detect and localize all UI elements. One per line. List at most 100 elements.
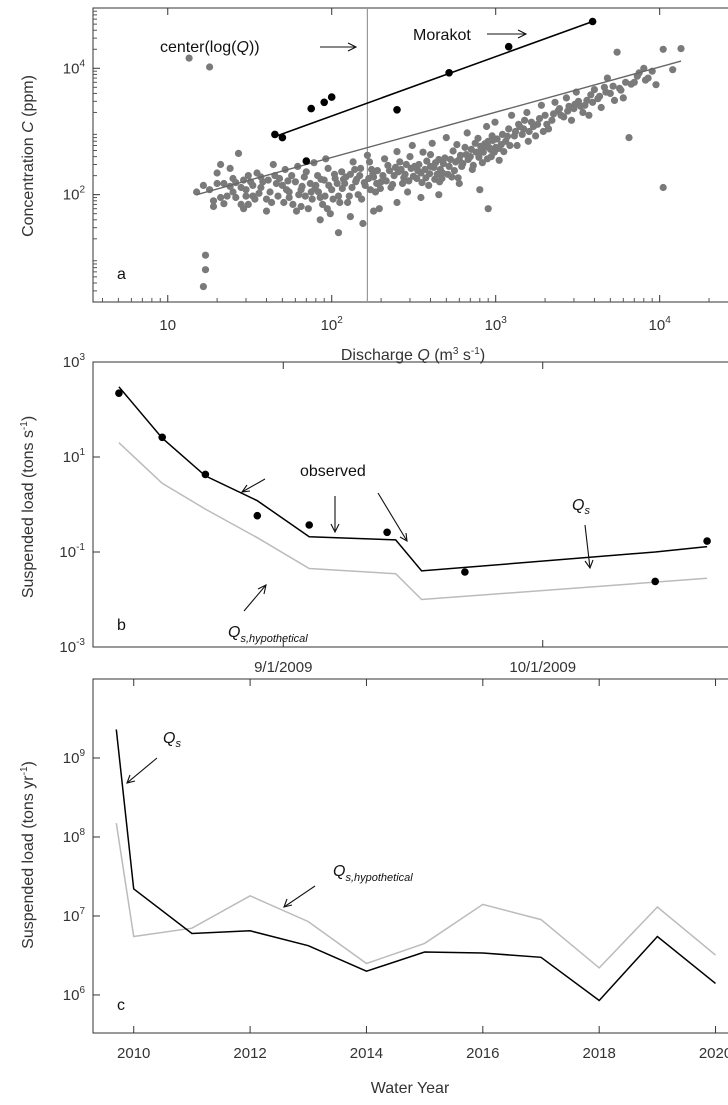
observed-arrows [240, 478, 408, 543]
panel-a-xtick-label: 102 [321, 315, 344, 334]
highlight-point [327, 93, 336, 101]
highlight-point [320, 98, 329, 107]
scatter-point [464, 155, 472, 164]
scatter-point [579, 108, 587, 117]
panel-b: 9/1/2009 10/1/2009 10-3 10-1 101 103 observe… [19, 352, 728, 676]
scatter-point [220, 179, 228, 188]
scatter-point [442, 134, 450, 142]
scatter-point [345, 192, 353, 200]
scatter-point [641, 76, 650, 84]
scatter-point [452, 158, 460, 166]
panel-a-minor-ticks [93, 10, 710, 302]
panel-c: 2010 2012 2014 2016 2018 2020 106 107 108 109 Qs… [19, 678, 728, 1097]
panel-c-ytick-label: 109 [63, 748, 86, 767]
scatter-point [369, 170, 377, 178]
panel-a-xlabel: Discharge Q (m3 s-1) [341, 346, 485, 364]
center-arrow [320, 42, 358, 52]
scatter-point [358, 195, 366, 203]
panel-a: 10 102 103 104 102 104 center(log(Q)) Morako… [20, 7, 728, 364]
scatter-point [539, 127, 547, 136]
scatter-point [301, 192, 309, 200]
observed-point [253, 511, 262, 520]
scatter-point [426, 170, 434, 178]
panel-a-fit-lines [196, 20, 682, 196]
scatter-point [226, 164, 234, 172]
scatter-point [407, 164, 415, 172]
scatter-point [463, 129, 471, 137]
scatter-point [249, 192, 257, 200]
scatter-point [491, 118, 499, 126]
scatter-point [610, 96, 619, 104]
scatter-point [376, 184, 384, 193]
scatter-point [297, 202, 305, 211]
scatter-point [385, 167, 394, 175]
highlight-point [302, 157, 311, 165]
scatter-point [257, 183, 265, 192]
scatter-point [304, 205, 312, 213]
scatter-point [360, 179, 368, 187]
qs-arrow-b [584, 524, 594, 570]
scatter-point [266, 188, 274, 196]
panel-c-lines [115, 729, 716, 1002]
panel-b-ytick-label: 10-1 [59, 542, 85, 561]
scatter-point [652, 81, 660, 89]
panel-c-ytick-label: 107 [63, 906, 86, 925]
scatter-point [549, 110, 558, 118]
scatter-point [541, 111, 549, 119]
scatter-point [409, 172, 417, 180]
scatter-point [543, 120, 551, 128]
scatter-point [669, 66, 677, 74]
scatter-point [500, 148, 508, 156]
panel-c-xtick-label: 2020 [699, 1045, 728, 1062]
panel-b-series-line [118, 386, 708, 572]
scatter-point [590, 86, 599, 94]
scatter-point [288, 172, 296, 180]
scatter-point [268, 198, 276, 207]
scatter-point [567, 116, 576, 124]
scatter-point [562, 94, 571, 102]
scatter-point [199, 283, 207, 291]
scatter-point [321, 192, 329, 200]
scatter-point [264, 176, 272, 184]
scatter-point [469, 161, 477, 169]
scatter-point [206, 63, 214, 71]
observed-point [115, 389, 123, 398]
scatter-point [475, 153, 483, 161]
scatter-point [483, 155, 491, 163]
scatter-point [506, 141, 514, 150]
panel-a-xtick-label: 10 [159, 317, 176, 334]
scatter-point [262, 207, 271, 215]
qs-label-b: Qs [572, 497, 590, 517]
scatter-point [373, 179, 381, 188]
scatter-point [402, 160, 410, 169]
scatter-point [432, 159, 440, 167]
scatter-point [589, 98, 597, 106]
fit-line [274, 20, 593, 138]
scatter-point [319, 200, 327, 208]
scatter-point [357, 164, 365, 172]
scatter-point [393, 148, 401, 156]
scatter-point [242, 186, 250, 194]
qs-arrow-c [126, 757, 158, 784]
scatter-point [396, 158, 404, 166]
panel-c-ytick-label: 106 [63, 985, 86, 1004]
scatter-point [454, 174, 462, 182]
highlight-point [271, 130, 279, 139]
observed-point [651, 577, 659, 586]
scatter-point [201, 266, 210, 274]
scatter-point [603, 74, 612, 82]
panel-b-frame [92, 361, 728, 648]
scatter-point [330, 170, 339, 178]
scatter-point [398, 179, 407, 188]
scatter-point [338, 184, 346, 193]
scatter-point [393, 198, 401, 207]
scatter-point [619, 94, 627, 102]
scatter-point [220, 200, 228, 208]
panel-c-xtick-label: 2014 [350, 1045, 383, 1062]
panel-b-lines [118, 386, 708, 601]
scatter-point [577, 102, 585, 110]
scatter-point [478, 159, 486, 167]
scatter-point [342, 173, 350, 181]
scatter-point [284, 177, 292, 185]
